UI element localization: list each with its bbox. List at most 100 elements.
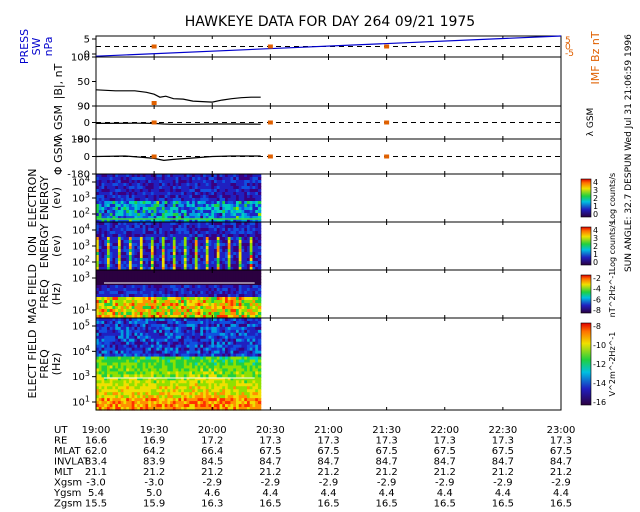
spectrogram-cell: [257, 246, 262, 250]
spectrogram-cell: [159, 201, 163, 205]
spectrogram-cell: [112, 225, 116, 229]
spectrogram-cell: [167, 368, 171, 373]
spectrogram-cell: [156, 356, 160, 361]
spectrogram-cell: [101, 174, 105, 178]
spectrogram-cell: [106, 219, 111, 223]
spectrogram-cell: [222, 389, 226, 393]
spectrogram-cell: [183, 398, 188, 402]
spectrogram-cell: [194, 338, 199, 343]
spectrogram-cell: [205, 386, 210, 390]
spectrogram-cell: [126, 312, 130, 316]
spectrogram-cell: [225, 231, 229, 235]
spectrogram-cell: [241, 276, 245, 280]
spectrogram-cell: [194, 279, 199, 283]
spectrogram-cell: [139, 341, 144, 346]
spectrogram-cell: [115, 371, 119, 375]
spectrogram-cell: [159, 315, 163, 319]
spectrogram-cell: [101, 195, 105, 199]
spectrogram-cell: [241, 174, 245, 178]
spectrogram-cell: [172, 252, 177, 256]
spectrogram-cell: [205, 183, 210, 187]
spectrogram-cell: [186, 294, 190, 298]
spectrogram-cell: [172, 198, 177, 202]
spectrogram-cell: [183, 219, 188, 223]
spectrogram-cell: [137, 374, 141, 378]
spectrogram-cell: [225, 246, 229, 250]
spectrogram-cell: [233, 332, 237, 337]
spectrogram-cell: [181, 300, 185, 304]
spectrogram-cell: [96, 338, 100, 343]
spectrogram-cell: [161, 323, 166, 328]
spectrogram-cell: [208, 368, 212, 373]
spectrogram-cell: [172, 249, 177, 253]
spectrogram-cell: [131, 222, 136, 226]
spectrogram-cell: [233, 365, 237, 370]
spectrogram-cell: [170, 320, 174, 325]
spectrogram-cell: [128, 201, 133, 205]
spectrogram-cell: [101, 210, 105, 214]
spectrogram-cell: [115, 407, 119, 411]
spectrogram-cell: [203, 356, 207, 361]
spectrogram-cell: [126, 261, 130, 265]
spectrogram-cell: [214, 294, 218, 298]
spectrogram-cell: [230, 374, 234, 378]
spectrogram-cell: [230, 285, 234, 289]
spectrogram-cell: [257, 225, 262, 229]
spectrogram-cell: [222, 249, 226, 253]
spectrogram-cell: [194, 371, 199, 375]
spectrogram-cell: [170, 383, 174, 387]
spectrogram-cell: [235, 189, 240, 193]
spectrogram-cell: [183, 371, 188, 375]
spectrogram-cell: [183, 243, 188, 247]
spectrogram-cell: [101, 359, 105, 364]
spectrogram-cell: [98, 183, 103, 187]
spectrogram-cell: [211, 273, 215, 277]
spectrogram-cell: [104, 228, 108, 232]
spectrogram-cell: [137, 338, 141, 343]
spectrogram-cell: [134, 398, 138, 402]
spectrogram-cell: [252, 231, 256, 235]
spectrogram-cell: [134, 371, 138, 375]
spectrogram-cell: [227, 213, 232, 217]
spectrogram-cell: [167, 386, 171, 390]
spectrogram-cell: [214, 318, 218, 322]
spectrogram-cell: [208, 407, 212, 411]
spectrogram-cell: [137, 377, 141, 381]
spectrogram-cell: [200, 306, 204, 310]
spectrogram-cell: [227, 315, 232, 319]
colorbar-tick-label: 1: [593, 250, 598, 259]
spectrogram-cell: [167, 261, 171, 265]
spectrogram-cell: [148, 303, 152, 307]
spectrogram-cell: [203, 291, 207, 295]
spectrogram-cell: [197, 186, 201, 190]
spectrogram-cell: [216, 407, 221, 411]
spectrogram-cell: [175, 255, 179, 259]
spectrogram-cell: [148, 332, 152, 337]
spectrogram-cell: [123, 395, 127, 399]
panel-frame: [95, 138, 562, 175]
spectrogram-cell: [230, 344, 234, 349]
spectrogram-cell: [117, 398, 122, 402]
spectrogram-cell: [126, 216, 130, 220]
spectrogram-cell: [123, 297, 127, 301]
spectrogram-cell: [101, 255, 105, 259]
spectrogram-cell: [197, 395, 201, 399]
spectrogram-cell: [167, 273, 171, 277]
spectrogram-cell: [192, 255, 196, 259]
spectrogram-cell: [161, 297, 166, 301]
spectrogram-cell: [131, 380, 136, 384]
spectrogram-cell: [178, 255, 182, 259]
spectrogram-cell: [249, 356, 254, 361]
spectrogram-cell: [178, 210, 182, 214]
spectrogram-cell: [200, 371, 204, 375]
spectrogram-cell: [156, 231, 160, 235]
spectrogram-cell: [106, 383, 111, 387]
spectrogram-cell: [183, 374, 188, 378]
spectrogram-cell: [197, 306, 201, 310]
spectrogram-cell: [219, 246, 223, 250]
spectrogram-cell: [214, 174, 218, 178]
spectrogram-cell: [148, 404, 152, 408]
spectrogram-cell: [104, 326, 108, 331]
spectrogram-cell: [203, 285, 207, 289]
spectrogram-cell: [159, 377, 163, 381]
